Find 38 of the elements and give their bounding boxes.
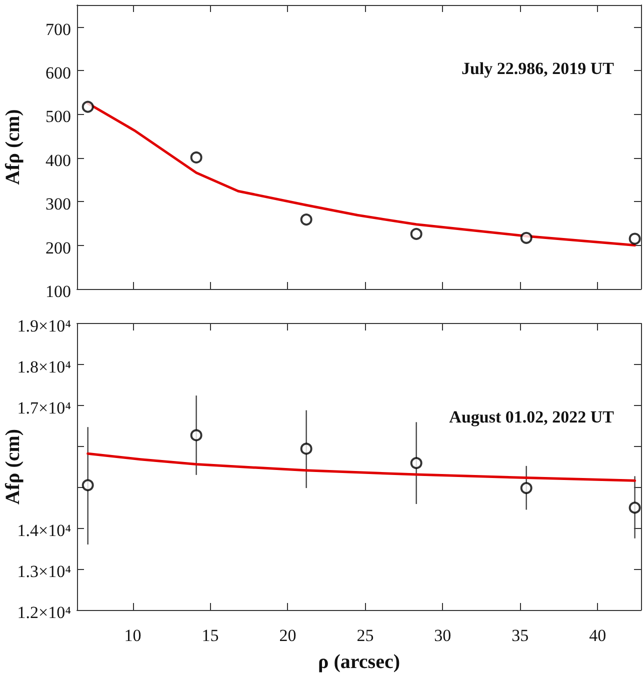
y-tick-label: 200 (46, 238, 71, 258)
x-tick-label: 25 (356, 626, 374, 645)
point (410, 457, 422, 470)
annotation: July 22.986, 2019 UT (461, 59, 615, 78)
y-tick-label: 1.2×10⁴ (17, 603, 72, 622)
y-tick-label: 1.4×10⁴ (17, 521, 72, 540)
y-tick-label: 1.9×10⁴ (17, 316, 72, 336)
point (628, 232, 641, 245)
x-axis-title: ρ (arcsec) (318, 651, 400, 673)
point (190, 151, 202, 164)
point (190, 429, 202, 442)
x-tick-label: 15 (202, 626, 219, 645)
x-tick-label: 10 (124, 626, 142, 645)
point (300, 442, 312, 455)
y-axis-title: Afρ (cm) (2, 109, 24, 185)
y-axis-title: Afρ (cm) (2, 428, 24, 505)
x-tick-label: 35 (512, 626, 529, 645)
y-tick-label: 700 (46, 20, 71, 39)
x-tick-label: 40 (589, 626, 606, 645)
point (628, 502, 641, 514)
y-tick-label: 1.7×10⁴ (17, 398, 72, 418)
point (82, 479, 94, 492)
annotation: August 01.02, 2022 UT (449, 408, 615, 426)
point (520, 482, 532, 494)
point (520, 232, 532, 244)
x-tick-label: 30 (434, 626, 452, 645)
y-tick-label: 1.3×10⁴ (17, 562, 72, 582)
y-tick-label: 100 (46, 282, 71, 301)
y-tick-label: 600 (46, 64, 71, 83)
x-tick-label: 20 (279, 626, 296, 645)
point (300, 214, 312, 226)
point (410, 228, 422, 240)
y-tick-label: 400 (46, 150, 71, 170)
y-tick-label: 300 (46, 194, 71, 214)
point (82, 100, 94, 113)
y-tick-label: 1.8×10⁴ (17, 357, 72, 376)
line-series (86, 452, 636, 482)
y-tick-label: 500 (46, 107, 71, 126)
